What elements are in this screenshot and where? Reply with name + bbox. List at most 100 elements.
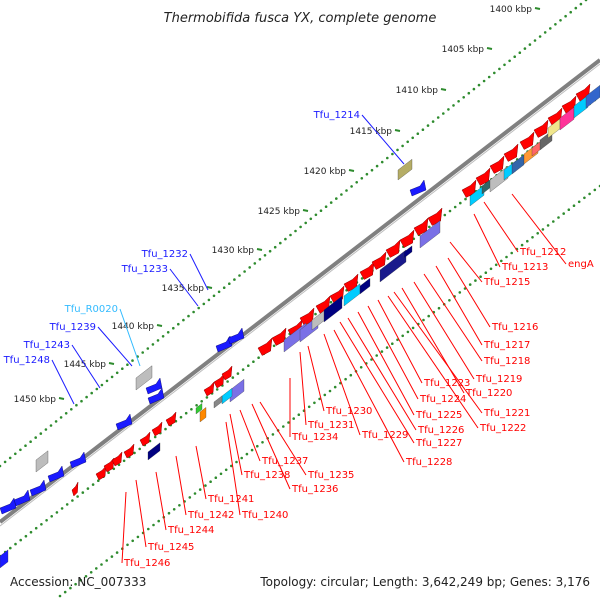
gene-feature[interactable] (399, 229, 415, 248)
gene-feature[interactable] (195, 403, 203, 415)
gene-feature[interactable] (29, 479, 47, 497)
scale-label: 1450 kbp (14, 395, 57, 405)
gene-label[interactable]: Tfu_1229 (361, 430, 408, 441)
gene-feature[interactable] (489, 155, 505, 174)
gene-feature[interactable] (71, 481, 79, 497)
gene-feature[interactable] (371, 251, 387, 270)
gene-feature[interactable] (35, 450, 49, 473)
gene-feature[interactable] (165, 411, 177, 427)
gene-feature[interactable] (419, 220, 441, 249)
gene-label[interactable]: Tfu_1228 (405, 457, 452, 468)
gene-feature[interactable] (343, 273, 359, 292)
gene-feature[interactable] (533, 119, 549, 138)
gene-feature[interactable] (461, 179, 477, 198)
gene-label[interactable]: Tfu_1226 (417, 425, 464, 436)
gene-feature[interactable] (427, 207, 443, 226)
gene-label[interactable]: Tfu_1248 (3, 355, 50, 366)
gene-label[interactable]: Tfu_1225 (415, 410, 462, 421)
gene-feature[interactable] (403, 245, 413, 259)
gene-label[interactable]: Tfu_1230 (325, 406, 372, 417)
gene-feature[interactable] (475, 167, 491, 186)
gene-feature[interactable] (115, 413, 133, 431)
ruler-dot (574, 6, 578, 10)
gene-label[interactable]: Tfu_1216 (491, 322, 538, 333)
gene-feature[interactable] (199, 407, 207, 423)
gene-label[interactable]: Tfu_1219 (475, 374, 522, 385)
gene-label[interactable]: Tfu_1240 (241, 510, 288, 521)
gene-feature[interactable] (147, 442, 161, 461)
gene-feature[interactable] (323, 295, 343, 323)
label-leader (357, 311, 415, 416)
gene-feature[interactable] (359, 261, 375, 280)
gene-label[interactable]: Tfu_1237 (261, 456, 308, 467)
gene-feature[interactable] (213, 373, 225, 389)
gene-feature[interactable] (151, 421, 163, 437)
gene-feature[interactable] (257, 337, 273, 356)
gene-feature[interactable] (359, 277, 371, 295)
ruler-dot (190, 408, 193, 411)
gene-label[interactable]: Tfu_1223 (423, 378, 470, 389)
gene-label[interactable]: Tfu_1236 (291, 484, 338, 495)
gene-label[interactable]: Tfu_1245 (147, 542, 194, 553)
gene-feature[interactable] (379, 249, 407, 283)
gene-feature[interactable] (413, 217, 429, 236)
gene-label[interactable]: Tfu_1242 (187, 510, 234, 521)
gene-feature[interactable] (47, 465, 65, 483)
gene-label[interactable]: Tfu_1239 (49, 322, 96, 333)
ruler-dot (401, 334, 405, 338)
gene-feature[interactable] (95, 465, 107, 481)
gene-label[interactable]: Tfu_1218 (483, 356, 530, 367)
gene-label[interactable]: Tfu_1235 (307, 470, 354, 481)
gene-label[interactable]: Tfu_1244 (167, 525, 214, 536)
gene-label[interactable]: Tfu_1233 (121, 264, 168, 275)
gene-feature[interactable] (227, 327, 245, 345)
gene-feature[interactable] (409, 179, 427, 197)
gene-label[interactable]: Tfu_1246 (123, 558, 170, 569)
gene-feature[interactable] (0, 497, 17, 515)
gene-label[interactable]: Tfu_1224 (419, 394, 466, 405)
gene-feature[interactable] (203, 381, 215, 397)
gene-feature[interactable] (573, 94, 589, 119)
gene-label[interactable]: engA (568, 259, 594, 270)
gene-label[interactable]: Tfu_1241 (207, 494, 254, 505)
gene-feature[interactable] (111, 451, 123, 467)
gene-feature[interactable] (145, 377, 163, 395)
gene-label[interactable]: Tfu_1221 (483, 408, 530, 419)
gene-label[interactable]: Tfu_R0020 (64, 304, 118, 315)
ruler-dot (549, 27, 552, 30)
gene-feature[interactable] (271, 327, 287, 346)
gene-label[interactable]: Tfu_1220 (465, 388, 512, 399)
gene-feature[interactable] (585, 85, 600, 109)
gene-feature[interactable] (519, 131, 535, 150)
gene-label[interactable]: Tfu_1215 (483, 277, 530, 288)
gene-label[interactable]: Tfu_1213 (501, 262, 548, 273)
gene-feature[interactable] (221, 365, 233, 381)
gene-label[interactable]: Tfu_1222 (479, 423, 526, 434)
gene-feature[interactable] (213, 395, 223, 409)
gene-feature[interactable] (469, 184, 485, 207)
gene-feature[interactable] (135, 365, 153, 391)
ruler-dot (69, 586, 72, 590)
gene-feature[interactable] (69, 451, 87, 469)
gene-label[interactable]: Tfu_1232 (141, 249, 188, 260)
gene-feature[interactable] (139, 431, 151, 447)
gene-label[interactable]: Tfu_1243 (23, 340, 70, 351)
gene-feature[interactable] (503, 143, 519, 162)
gene-feature[interactable] (511, 154, 525, 175)
gene-feature[interactable] (147, 387, 165, 405)
gene-feature[interactable] (299, 307, 315, 326)
gene-label[interactable]: Tfu_1212 (519, 247, 566, 258)
gene-feature[interactable] (13, 489, 31, 507)
gene-feature[interactable] (0, 549, 9, 569)
gene-label[interactable]: Tfu_1217 (483, 340, 530, 351)
gene-feature[interactable] (123, 443, 135, 459)
gene-label[interactable]: Tfu_1231 (307, 420, 354, 431)
gene-feature[interactable] (559, 106, 575, 131)
gene-feature[interactable] (385, 239, 401, 258)
gene-label[interactable]: Tfu_1227 (415, 438, 462, 449)
gene-feature[interactable] (397, 158, 413, 181)
gene-feature[interactable] (489, 165, 509, 193)
gene-label[interactable]: Tfu_1238 (243, 470, 290, 481)
gene-label[interactable]: Tfu_1234 (291, 432, 338, 443)
gene-label[interactable]: Tfu_1214 (313, 110, 360, 121)
